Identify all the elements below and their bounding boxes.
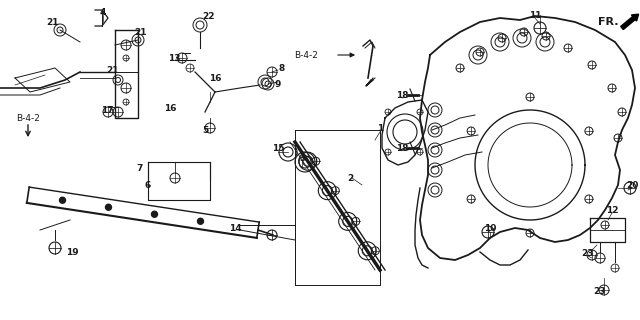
- Text: 21: 21: [106, 66, 118, 75]
- Text: 18: 18: [396, 143, 408, 153]
- Text: 12: 12: [605, 205, 618, 214]
- Text: 13: 13: [168, 53, 180, 62]
- Text: 21: 21: [134, 28, 147, 36]
- Text: 10: 10: [484, 223, 496, 233]
- Text: 5: 5: [202, 125, 208, 134]
- Text: 9: 9: [275, 79, 281, 89]
- Circle shape: [198, 218, 204, 224]
- Text: 15: 15: [272, 143, 284, 153]
- Text: 3: 3: [299, 154, 305, 163]
- Text: 23: 23: [594, 287, 606, 297]
- Text: 20: 20: [626, 180, 638, 189]
- Text: 7: 7: [137, 164, 143, 172]
- Text: 6: 6: [145, 180, 151, 189]
- Text: 8: 8: [279, 63, 285, 73]
- Text: 19: 19: [66, 247, 78, 257]
- Text: B-4-2: B-4-2: [16, 114, 40, 123]
- Text: 2: 2: [347, 173, 353, 182]
- Text: 4: 4: [100, 7, 106, 17]
- Text: 16: 16: [164, 103, 176, 113]
- Text: 18: 18: [396, 91, 408, 100]
- Text: 17: 17: [100, 106, 113, 115]
- Text: B-4-2: B-4-2: [294, 51, 318, 60]
- Text: 14: 14: [228, 223, 241, 233]
- Text: 23: 23: [582, 249, 595, 258]
- Text: 22: 22: [202, 12, 214, 20]
- Circle shape: [106, 204, 111, 210]
- Text: FR.: FR.: [598, 17, 618, 27]
- FancyArrow shape: [621, 14, 639, 29]
- Circle shape: [60, 197, 65, 203]
- Text: 11: 11: [529, 11, 541, 20]
- Text: 1: 1: [377, 124, 383, 132]
- Text: 16: 16: [209, 74, 221, 83]
- Text: 21: 21: [45, 18, 58, 27]
- Circle shape: [152, 211, 157, 217]
